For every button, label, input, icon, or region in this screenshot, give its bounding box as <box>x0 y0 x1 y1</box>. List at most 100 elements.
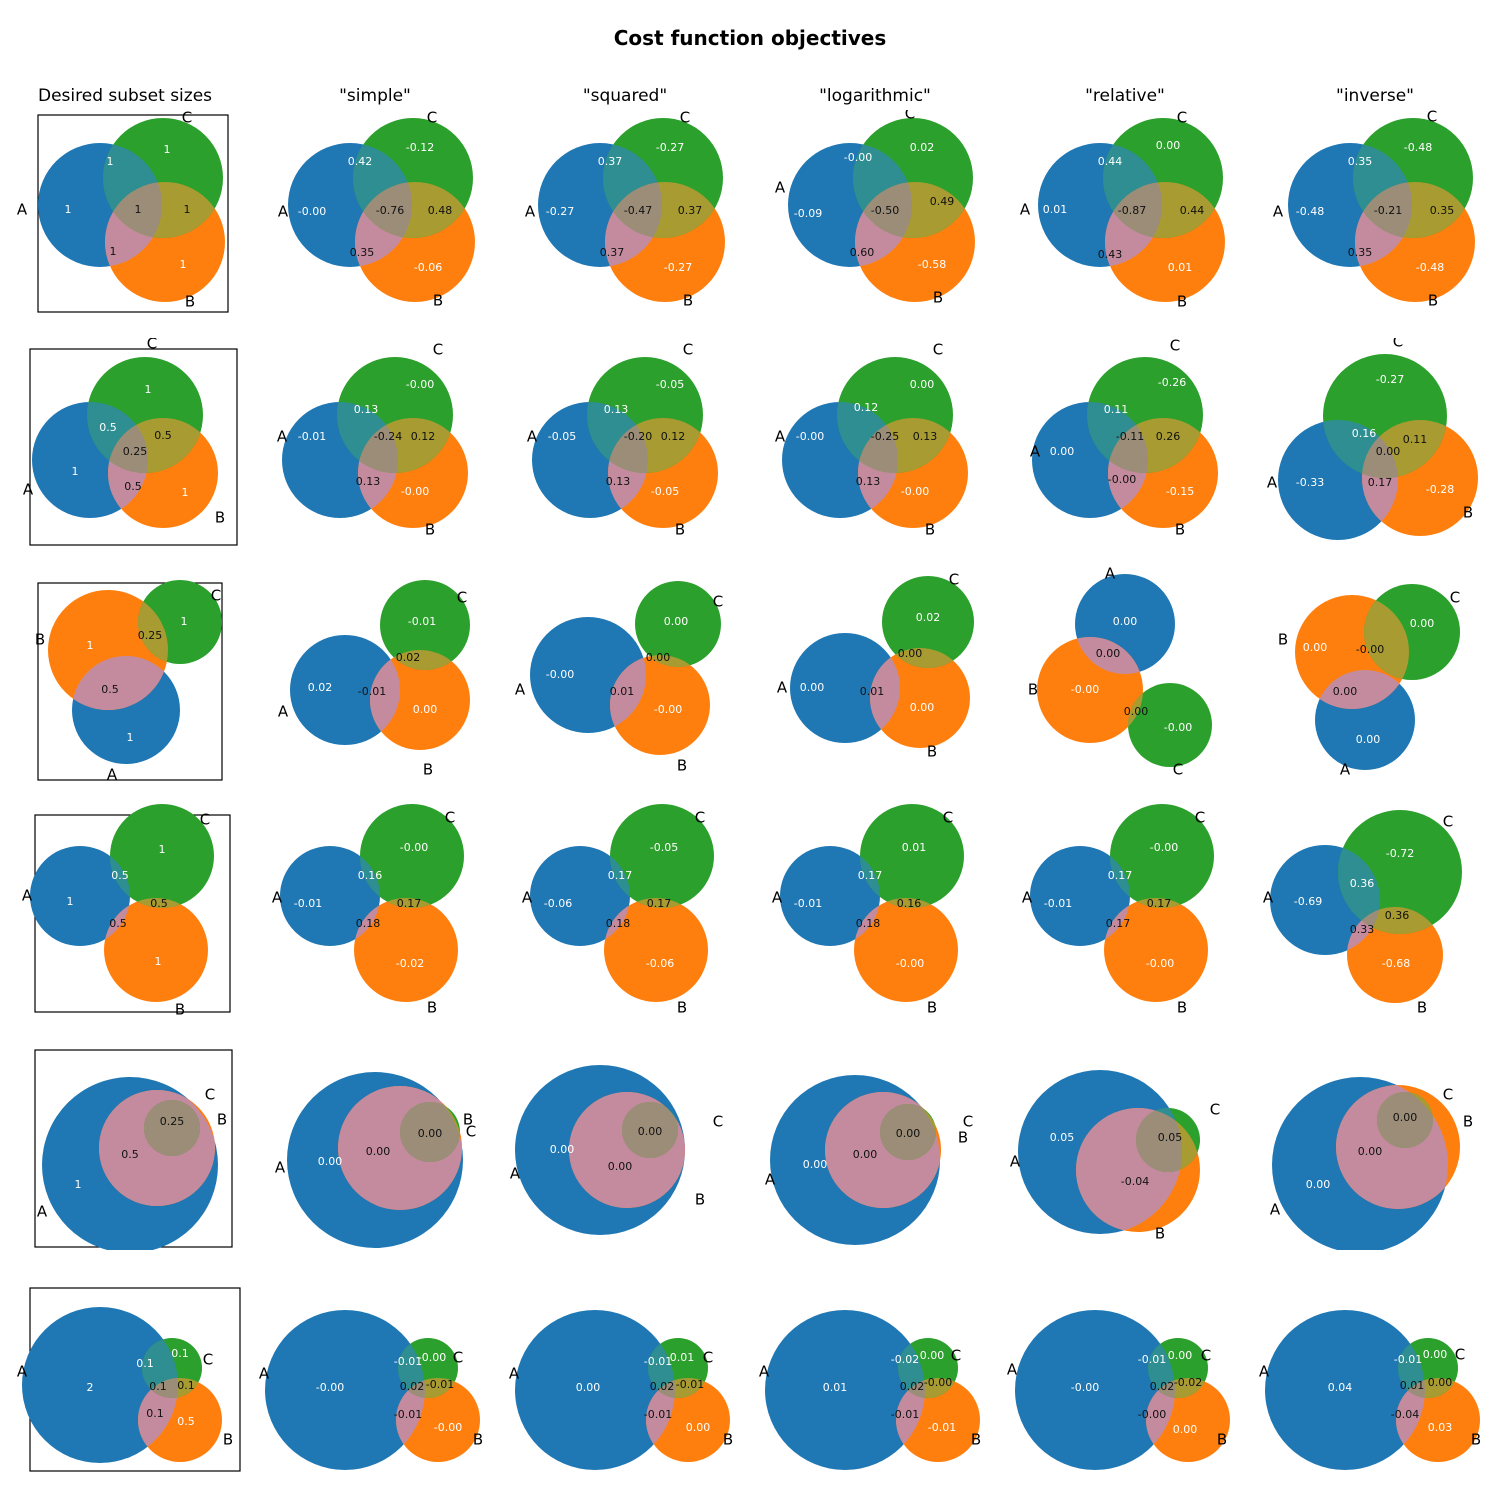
set-label-a: A <box>1010 1153 1021 1171</box>
region-value-ac: -0.01 <box>394 1355 422 1368</box>
venn-cell: 1 0.25 1 0.5 1 B C A <box>35 580 223 784</box>
set-label-a: A <box>765 1171 776 1189</box>
venn-region-abc <box>144 1100 200 1156</box>
region-value-ab: 0.37 <box>600 246 625 259</box>
region-value-ac: 0.12 <box>854 401 879 414</box>
set-label-a: A <box>510 1165 521 1183</box>
set-label-c: C <box>203 1351 213 1369</box>
region-value-a: -0.00 <box>546 668 574 681</box>
set-label-c: C <box>457 589 467 607</box>
region-value-bc: 0.25 <box>138 629 163 642</box>
set-label-a: A <box>1267 474 1278 492</box>
venn-region-ac <box>398 1338 425 1398</box>
venn-cell: -0.01 0.16 -0.00 0.17 0.18 -0.02 A C B <box>272 804 464 1017</box>
region-value-abc: 0.01 <box>1400 1379 1425 1392</box>
region-value-b: 0.00 <box>686 1421 711 1434</box>
venn-cell: -0.01 0.17 -0.00 0.17 0.17 -0.00 A C B <box>1022 804 1214 1017</box>
venn-circle-c <box>610 804 714 908</box>
venn-cell: -0.00 0.00 0.00 0.01 -0.00 A C B <box>515 581 723 775</box>
region-value-a: 1 <box>127 731 134 744</box>
region-value-bc: 0.12 <box>661 430 686 443</box>
set-label-b: B <box>185 293 195 311</box>
venn-cell: -0.27 0.16 0.000.11 -0.33 0.17 -0.28 C A B <box>1267 338 1478 540</box>
venn-circle-b <box>104 898 208 1002</box>
region-value-bc: -0.01 <box>426 1378 454 1391</box>
region-value-ab: 0.60 <box>850 246 875 259</box>
venn-circle-a <box>780 846 880 946</box>
region-value-c: 1 <box>181 615 188 628</box>
venn-cell: 1 1 1 1 1 1 1 A C B <box>17 110 229 313</box>
set-label-c: C <box>182 110 192 127</box>
region-value-ab: -0.01 <box>891 1408 919 1421</box>
region-value-b: -0.00 <box>901 485 929 498</box>
venn-region-abc <box>855 182 912 238</box>
set-label-c: C <box>1450 589 1460 607</box>
region-value-a: -0.00 <box>316 1381 344 1394</box>
venn-region-ac <box>648 1338 675 1398</box>
region-value-a: -0.48 <box>1296 205 1324 218</box>
region-value-bc: 0.17 <box>397 897 422 910</box>
region-value-bc: 0.00 <box>898 647 923 660</box>
region-value-ac: 0.5 <box>111 869 129 882</box>
region-value-bc: 0.00 <box>1428 1376 1453 1389</box>
region-value-ab: 0.18 <box>856 917 881 930</box>
region-value-ac: 0.16 <box>1352 427 1377 440</box>
region-value-a: -0.01 <box>294 897 322 910</box>
venn-region-bc <box>1364 595 1409 680</box>
venn-circle-c <box>360 804 464 908</box>
set-label-b: B <box>1417 999 1427 1017</box>
subset-box <box>37 582 223 781</box>
set-label-b: B <box>433 292 443 310</box>
region-value-abc: 1 <box>135 203 142 216</box>
region-value-ab: 0.18 <box>606 917 631 930</box>
set-label-b: B <box>1428 292 1438 310</box>
region-value-c: 1 <box>145 383 152 396</box>
region-value-b: -0.00 <box>434 1421 462 1434</box>
region-value-abc: 0.25 <box>160 1115 185 1128</box>
region-value-c: 0.00 <box>1168 1349 1193 1362</box>
region-value-b: -0.48 <box>1416 261 1444 274</box>
venn-cell: 0.00 0.00 0.00 C B A <box>510 1065 723 1235</box>
region-value-ab: 0.5 <box>109 917 127 930</box>
set-label-a: A <box>527 428 538 446</box>
region-value-abc: 0.02 <box>650 1380 675 1393</box>
set-label-c: C <box>951 1347 961 1365</box>
region-value-a: 2 <box>87 1381 94 1394</box>
region-value-c: 0.01 <box>670 1351 695 1364</box>
region-value-bc: 1 <box>184 203 191 216</box>
region-value-bc: 0.12 <box>411 430 436 443</box>
region-value-b: -0.00 <box>401 485 429 498</box>
region-value-c: 0.01 <box>902 841 927 854</box>
region-value-ab: 0.17 <box>1368 476 1393 489</box>
region-value-c: -0.48 <box>1404 141 1432 154</box>
region-value-a: 0.00 <box>576 1381 601 1394</box>
region-value-a: -0.05 <box>548 430 576 443</box>
region-value-bc: 0.11 <box>1403 433 1428 446</box>
region-value-a: -0.00 <box>796 430 824 443</box>
region-value-a: -0.33 <box>1296 476 1324 489</box>
set-label-b: B <box>927 999 937 1017</box>
column-header-simple: "simple" <box>339 86 411 106</box>
set-label-a: A <box>259 1365 270 1383</box>
region-value-c: -0.00 <box>406 378 434 391</box>
region-value-a: 0.00 <box>1050 445 1075 458</box>
region-value-ab: 0.5 <box>121 1148 139 1161</box>
set-label-b: B <box>958 1129 968 1147</box>
venn-circle-c <box>860 804 964 908</box>
venn-cell: -0.01 0.17 0.01 0.16 0.18 -0.00 A C B <box>772 804 964 1017</box>
set-label-c: C <box>205 1086 215 1104</box>
region-value-ab: 0.13 <box>606 475 631 488</box>
region-value-bc: -0.01 <box>676 1378 704 1391</box>
region-value-b: -0.06 <box>646 957 674 970</box>
region-value-c: 0.02 <box>910 141 935 154</box>
set-label-a: A <box>277 428 288 446</box>
region-value-ab: 0.5 <box>124 480 142 493</box>
venn-region-abc <box>1136 1108 1182 1172</box>
region-value-ac: -0.02 <box>891 1353 919 1366</box>
region-value-c: -0.72 <box>1386 847 1414 860</box>
set-label-a: A <box>1259 1363 1270 1381</box>
region-value-ab: 0.35 <box>350 246 375 259</box>
region-value-a: -0.06 <box>544 897 572 910</box>
region-value-ab: 0.43 <box>1098 248 1123 261</box>
region-value-b: -0.27 <box>664 261 692 274</box>
